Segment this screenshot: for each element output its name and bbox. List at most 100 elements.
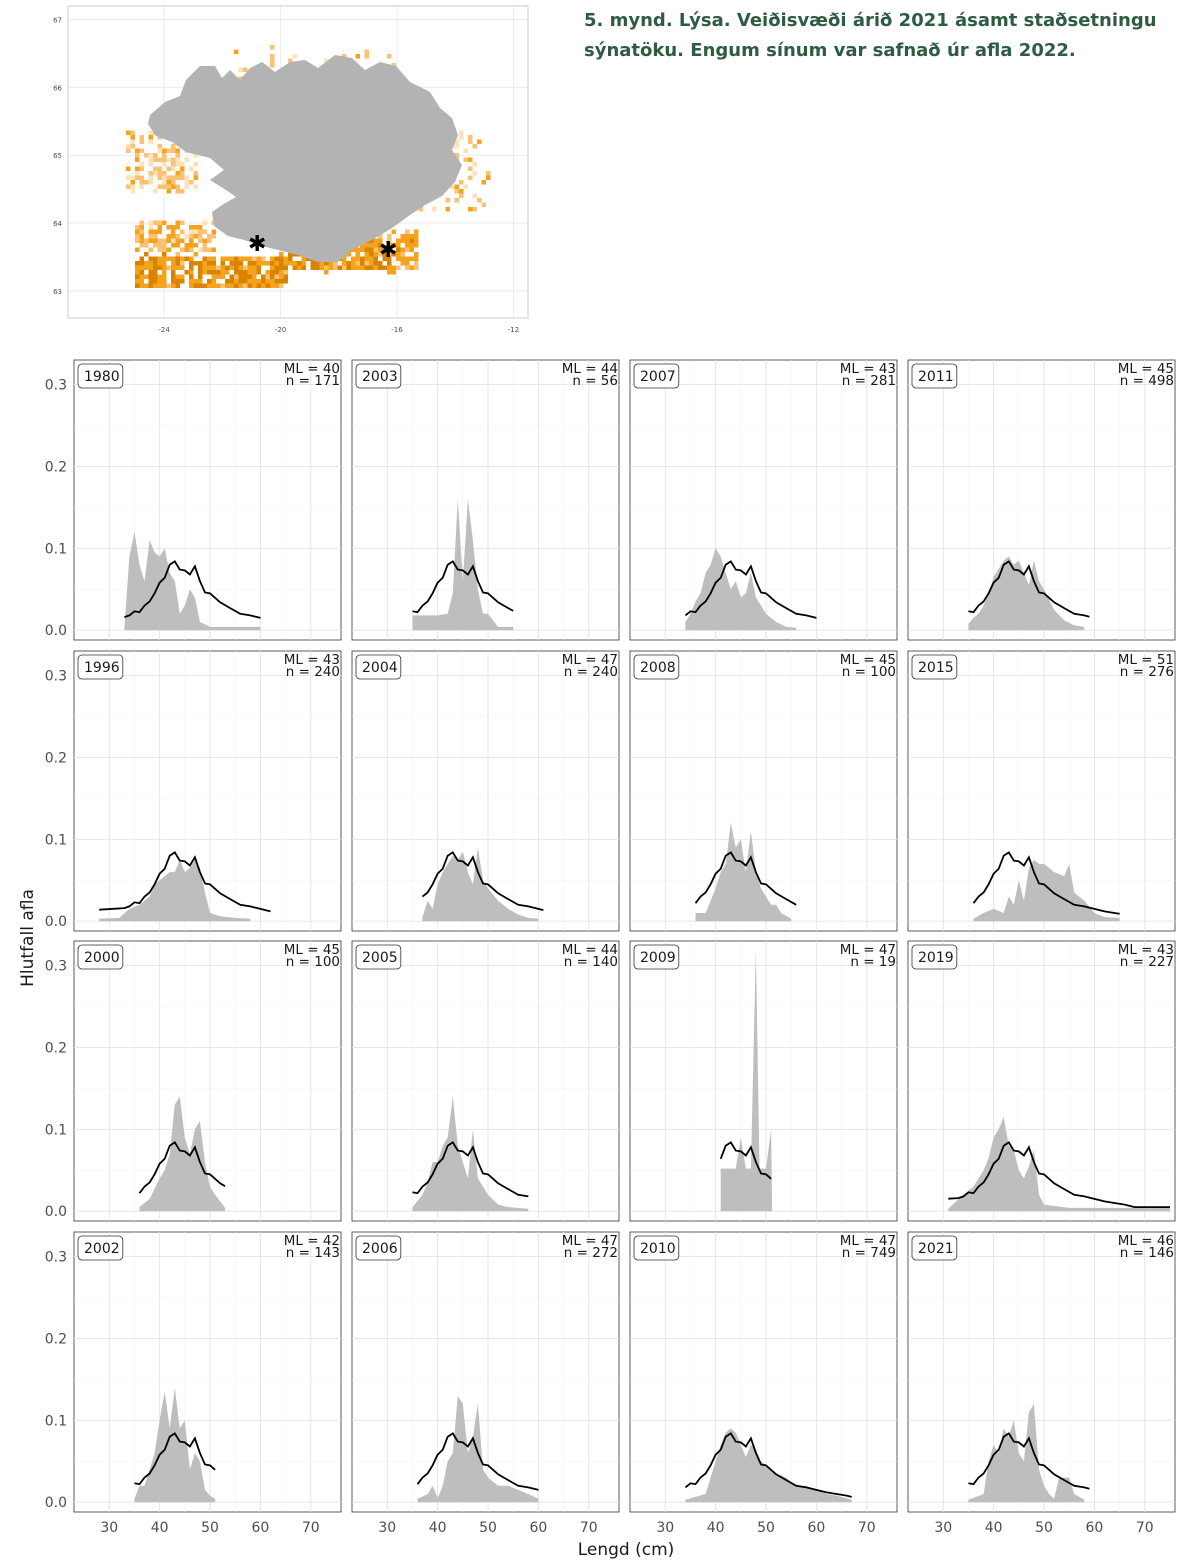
fishing-cell: [166, 247, 171, 252]
fishing-cell: [193, 234, 198, 239]
map-y-tick-label: 66: [53, 84, 62, 92]
fishing-cell: [202, 270, 207, 275]
panel-2010: 2010 ML = 47n = 749 30 40 50 60 70: [629, 1231, 898, 1536]
fishing-cell: [225, 279, 230, 284]
fishing-cell: [171, 279, 176, 284]
fishing-cell: [472, 144, 477, 149]
x-tick-label: 30: [656, 1520, 674, 1536]
x-tick-label: 40: [707, 1520, 725, 1536]
reference-distribution-line: [968, 1432, 1090, 1490]
fishing-cell: [414, 265, 419, 270]
x-tick-label: 50: [479, 1520, 497, 1536]
fishing-cell: [207, 234, 212, 239]
year-label: 2006: [362, 1241, 398, 1257]
fishing-cell: [463, 157, 468, 162]
fishing-cell: [207, 265, 212, 270]
fishing-cell: [207, 279, 212, 284]
fishing-cell: [459, 193, 464, 198]
fishing-cell: [270, 54, 275, 59]
fishing-cell: [346, 265, 351, 270]
fishing-cell: [256, 283, 261, 288]
mean-length-label: ML = 42: [284, 1233, 340, 1249]
fishing-cell: [252, 265, 257, 270]
fishing-cell: [135, 247, 140, 252]
fishing-cell: [171, 256, 176, 261]
fishing-cell: [166, 166, 171, 171]
fishing-cell: [414, 252, 419, 257]
sample-size-label: n = 140: [564, 954, 618, 970]
x-axis-title: Lengd (cm): [578, 1540, 675, 1560]
fishing-cell: [207, 256, 212, 261]
map-x-tick-label: -12: [508, 326, 519, 334]
year-label-box: [633, 654, 680, 680]
fishing-cell: [472, 193, 477, 198]
fishing-cell: [459, 130, 464, 135]
fishing-cell: [238, 279, 243, 284]
fishing-cell: [139, 225, 144, 230]
fishing-cell: [229, 265, 234, 270]
fishing-cell: [279, 252, 284, 257]
fishing-cell: [409, 247, 414, 252]
fishing-cell: [171, 270, 176, 275]
x-tick-label: 60: [1085, 1520, 1103, 1536]
reference-distribution-line: [684, 560, 817, 619]
fishing-cell: [387, 270, 392, 275]
fishing-cell: [229, 261, 234, 266]
fishing-cell: [400, 234, 405, 239]
y-tick-label: 0.1: [45, 832, 67, 848]
fishing-cell: [148, 256, 153, 261]
fishing-cell: [234, 270, 239, 275]
fishing-cell: [139, 184, 144, 189]
fishing-cell: [247, 279, 252, 284]
reference-distribution-line: [968, 560, 1090, 618]
fishing-cell: [283, 256, 288, 261]
fishing-cell: [180, 247, 185, 252]
y-tick-label: 0.0: [45, 914, 67, 930]
fishing-cell: [391, 229, 396, 234]
fishing-cell: [162, 247, 167, 252]
fishing-cell: [135, 225, 140, 230]
fishing-cell: [387, 261, 392, 266]
year-label-box: [911, 654, 958, 680]
fishing-cell: [171, 162, 176, 167]
fishing-cell: [270, 270, 275, 275]
fishing-cell: [202, 220, 207, 225]
length-distribution-area: [417, 1395, 539, 1503]
fishing-cell: [130, 139, 135, 144]
fishing-cell: [189, 270, 194, 275]
fishing-cell: [369, 265, 374, 270]
fishing-cell: [153, 283, 158, 288]
fishing-cell: [180, 162, 185, 167]
fishing-cell: [364, 261, 369, 266]
fishing-cell: [189, 256, 194, 261]
fishing-cell: [189, 243, 194, 248]
fishing-cell: [171, 175, 176, 180]
reference-distribution-line: [99, 851, 271, 913]
fishing-cell: [139, 229, 144, 234]
fishing-cell: [409, 234, 414, 239]
mean-length-label: ML = 47: [562, 652, 618, 668]
fishing-cell: [157, 247, 162, 252]
fishing-cell: [175, 157, 180, 162]
sample-size-label: n = 240: [286, 664, 340, 680]
fishing-cell: [270, 63, 275, 68]
fishing-cell: [171, 238, 176, 243]
year-label-box: [911, 944, 958, 970]
fishing-cell: [189, 247, 194, 252]
year-label: 2005: [362, 950, 398, 966]
fishing-cell: [139, 234, 144, 239]
fishing-cell: [171, 265, 176, 270]
year-label: 2010: [640, 1241, 676, 1257]
fishing-cell: [130, 189, 135, 194]
y-tick-label: 0.1: [45, 1122, 67, 1138]
fishing-cell: [400, 261, 405, 266]
fishing-cell: [387, 243, 392, 248]
fishing-cell: [468, 207, 473, 212]
reference-distribution-line: [412, 560, 514, 614]
fishing-cell: [369, 247, 374, 252]
fishing-cell: [459, 180, 464, 185]
fishing-cell: [171, 225, 176, 230]
panel-frame: [73, 1231, 342, 1513]
year-label: 2002: [84, 1241, 120, 1257]
fishing-cell: [180, 261, 185, 266]
